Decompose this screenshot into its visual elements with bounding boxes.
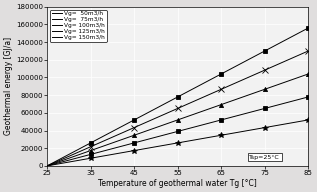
Line: Vg= 100m3/h: Vg= 100m3/h (47, 74, 308, 166)
Vg=  75m3/h (46, 165, 50, 167)
Vg=  50m3/h (46, 165, 50, 167)
X-axis label: Temperature of geothermal water Tg [°C]: Temperature of geothermal water Tg [°C] (98, 179, 257, 188)
Vg=  50m3/h (282, 123, 286, 125)
Vg=  75m3/h (265, 107, 269, 109)
Vg= 100m3/h (46, 164, 50, 167)
Vg= 150m3/h (200, 83, 204, 85)
Vg=  50m3/h (205, 137, 209, 139)
Vg=  75m3/h (201, 124, 204, 126)
Vg= 150m3/h (307, 27, 310, 29)
Vg= 100m3/h (307, 73, 310, 75)
Vg= 100m3/h (205, 108, 209, 111)
Vg=  50m3/h (201, 137, 204, 140)
Line: Vg= 150m3/h: Vg= 150m3/h (47, 28, 308, 166)
Vg= 125m3/h (205, 94, 209, 97)
Vg= 125m3/h (201, 96, 204, 99)
Vg=  75m3/h (200, 124, 204, 126)
Vg= 100m3/h (200, 110, 204, 113)
Vg= 150m3/h (265, 48, 269, 51)
Vg=  50m3/h (200, 137, 204, 140)
Vg=  50m3/h (265, 126, 269, 128)
Line: Vg= 125m3/h: Vg= 125m3/h (47, 51, 308, 166)
Vg=  50m3/h (307, 119, 310, 121)
Vg=  50m3/h (45, 165, 49, 167)
Vg= 125m3/h (46, 164, 50, 167)
Vg= 150m3/h (282, 40, 286, 42)
Vg= 150m3/h (45, 165, 49, 167)
Vg= 125m3/h (45, 165, 49, 167)
Y-axis label: Geothermal energy [GJ/a]: Geothermal energy [GJ/a] (4, 37, 13, 135)
Vg= 125m3/h (200, 97, 204, 99)
Vg= 100m3/h (282, 81, 286, 84)
Line: Vg=  75m3/h: Vg= 75m3/h (47, 97, 308, 166)
Vg= 100m3/h (45, 165, 49, 167)
Text: Tsp=25°C: Tsp=25°C (249, 155, 280, 160)
Vg= 125m3/h (265, 68, 269, 70)
Vg=  75m3/h (45, 165, 49, 167)
Vg=  75m3/h (205, 122, 209, 125)
Vg= 150m3/h (205, 80, 209, 83)
Vg= 100m3/h (265, 87, 269, 89)
Vg= 150m3/h (46, 164, 50, 167)
Vg= 100m3/h (201, 110, 204, 112)
Legend: Vg=  50m3/h, Vg=  75m3/h, Vg= 100m3/h, Vg= 125m3/h, Vg= 150m3/h: Vg= 50m3/h, Vg= 75m3/h, Vg= 100m3/h, Vg=… (50, 10, 107, 42)
Vg=  75m3/h (282, 102, 286, 104)
Line: Vg=  50m3/h: Vg= 50m3/h (47, 120, 308, 166)
Vg= 150m3/h (201, 83, 204, 85)
Vg= 125m3/h (282, 60, 286, 63)
Vg=  75m3/h (307, 96, 310, 98)
Vg= 125m3/h (307, 50, 310, 52)
